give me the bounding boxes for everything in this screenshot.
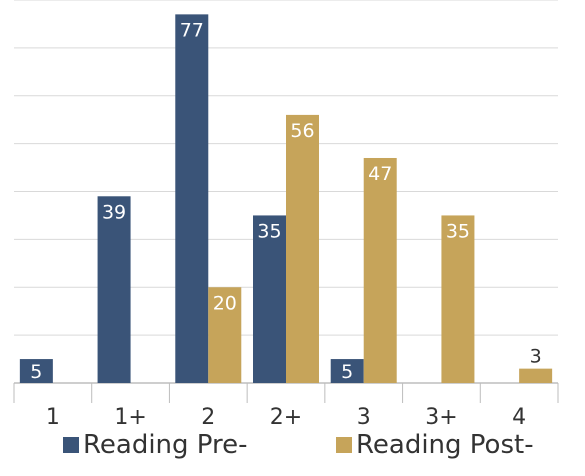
x-tick-label: 2+ [270, 405, 302, 430]
data-label: 77 [180, 19, 204, 41]
x-tick-label: 2 [201, 405, 215, 430]
legend-item-reading-pre: Reading Pre- [63, 430, 248, 460]
data-label: 20 [213, 292, 237, 314]
data-label: 47 [368, 163, 392, 185]
x-tick-label: 3+ [425, 405, 457, 430]
x-tick-label: 1 [46, 405, 60, 430]
bar-reading-pre [253, 215, 286, 383]
bar-reading-pre [19, 359, 53, 383]
legend-label-reading-post: Reading Post- [356, 430, 534, 460]
data-label: 5 [30, 361, 42, 383]
bar-reading-post [519, 368, 553, 383]
chart-legend: Reading Pre- Reading Post- [0, 430, 585, 476]
bar-reading-pre [97, 196, 131, 383]
x-tick-label: 1+ [114, 405, 146, 430]
legend-swatch-reading-post [336, 437, 352, 453]
bar-reading-post [208, 287, 242, 383]
x-tick-label: 3 [357, 405, 371, 430]
legend-swatch-reading-pre [63, 437, 79, 453]
x-tick-label: 4 [512, 405, 526, 430]
data-label: 39 [102, 201, 126, 223]
bar-reading-post [441, 215, 475, 383]
data-label: 56 [290, 120, 314, 142]
bar-reading-pre [330, 359, 364, 383]
data-label: 35 [257, 220, 281, 242]
data-label: 35 [446, 220, 470, 242]
data-label: 3 [530, 346, 542, 368]
bar-reading-post [363, 157, 397, 383]
bar-reading-post [286, 114, 319, 384]
bar-reading-pre [175, 14, 209, 384]
legend-item-reading-post: Reading Post- [336, 430, 534, 460]
legend-label-reading-pre: Reading Pre- [83, 430, 248, 460]
data-label: 5 [341, 361, 353, 383]
